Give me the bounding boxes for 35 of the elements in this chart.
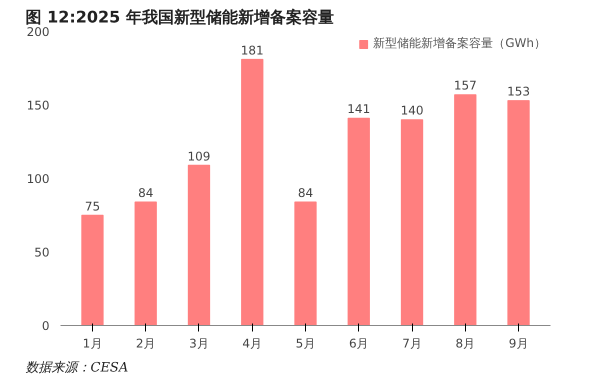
bar (454, 94, 476, 326)
bar (134, 202, 157, 326)
chart-title: 图 12:2025 年我国新型储能新增备案容量 (26, 8, 334, 26)
data-label: 157 (454, 78, 477, 93)
x-tick-label: 2月 (136, 336, 156, 350)
x-tick-label: 6月 (348, 336, 369, 350)
x-tick-label: 5月 (296, 336, 316, 350)
bar (400, 119, 424, 326)
bar (81, 214, 104, 326)
source-note: 数据来源：CESA (26, 360, 128, 376)
data-label: 84 (298, 186, 314, 200)
x-tick-label: 1月 (82, 336, 102, 350)
data-label: 75 (84, 199, 100, 214)
x-tick-label: 4月 (242, 336, 262, 350)
data-label: 84 (138, 186, 154, 200)
x-tick-label: 7月 (402, 336, 422, 350)
data-label: 181 (240, 43, 264, 58)
legend-label: 新型储能新增备案容量（GWh） (373, 35, 546, 52)
y-tick-label: 150 (26, 98, 50, 112)
bar (294, 202, 317, 326)
bar (348, 118, 370, 326)
bar (507, 100, 530, 326)
data-label: 153 (507, 84, 530, 99)
y-tick-label: 100 (26, 172, 50, 186)
x-tick-label: 8月 (455, 336, 476, 350)
y-tick-label: 0 (42, 319, 50, 333)
x-tick-label: 3月 (189, 336, 209, 350)
bar (241, 58, 264, 326)
y-tick-label: 200 (26, 25, 50, 39)
y-tick-label: 50 (34, 246, 50, 260)
data-label: 109 (188, 149, 210, 164)
data-label: 141 (347, 102, 370, 116)
x-tick-label: 9月 (508, 336, 528, 350)
bar (188, 164, 210, 326)
data-label: 140 (400, 104, 424, 118)
